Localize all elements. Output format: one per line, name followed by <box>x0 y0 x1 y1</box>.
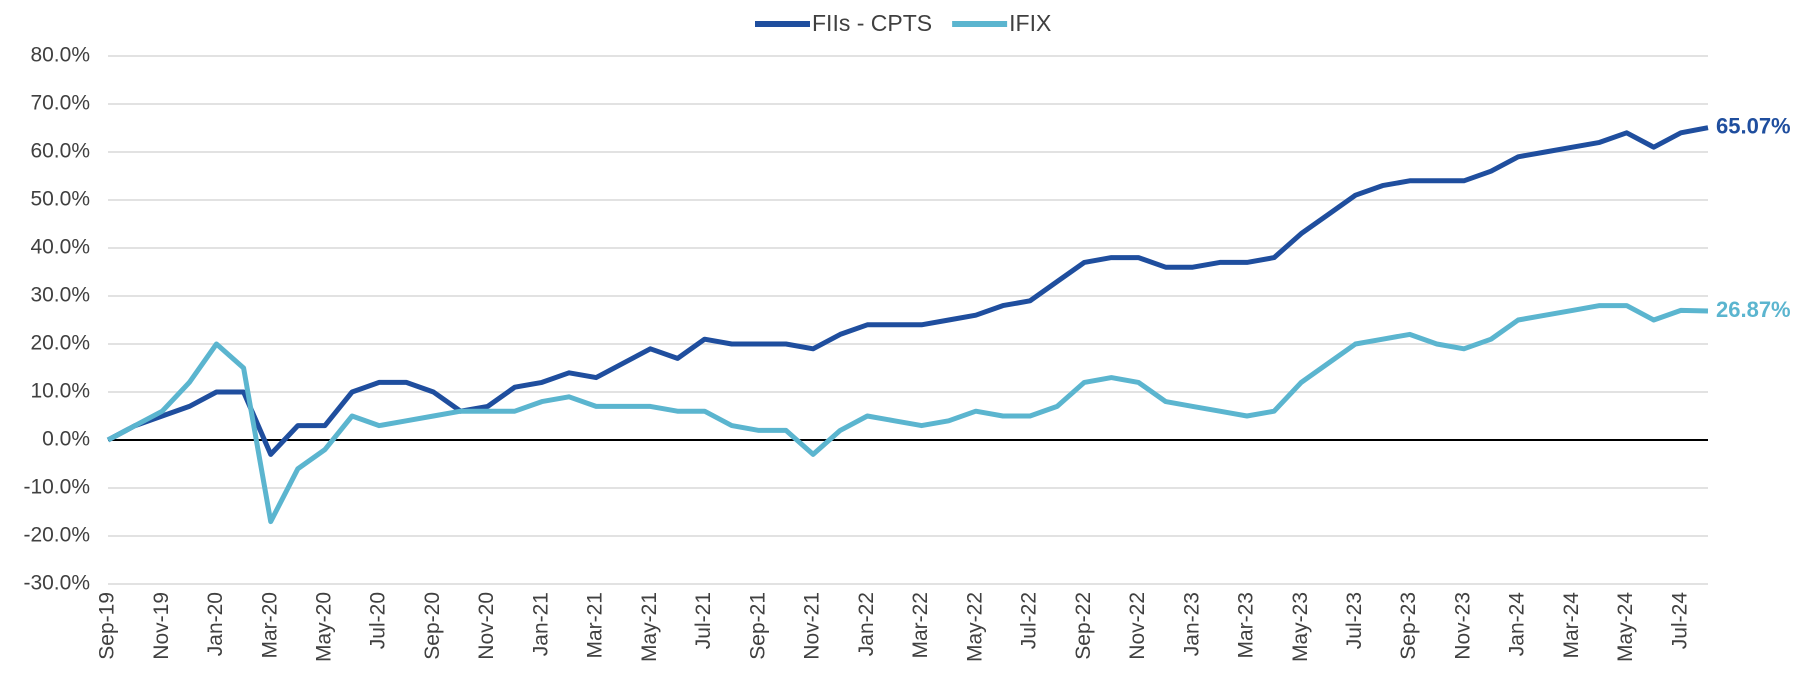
y-tick-label: 80.0% <box>30 44 90 67</box>
y-tick-label: 70.0% <box>30 92 90 115</box>
x-tick-label: Mar-23 <box>1235 592 1258 659</box>
x-tick-label: May-23 <box>1289 592 1312 662</box>
y-tick-label: -10.0% <box>23 476 90 499</box>
x-tick-label: Nov-23 <box>1451 592 1474 660</box>
legend-label: FIIs - CPTS <box>812 10 932 36</box>
x-tick-label: Mar-24 <box>1560 592 1583 659</box>
x-tick-label: Nov-21 <box>801 592 824 660</box>
x-tick-label: Jan-23 <box>1180 592 1203 656</box>
x-tick-label: Nov-20 <box>475 592 498 660</box>
legend-label: IFIX <box>1009 10 1051 36</box>
x-tick-label: Jan-21 <box>529 592 552 656</box>
y-tick-label: 20.0% <box>30 332 90 355</box>
x-tick-label: Sep-23 <box>1397 592 1420 660</box>
x-tick-label: Jan-20 <box>204 592 227 656</box>
x-tick-label: Nov-22 <box>1126 592 1149 660</box>
value-label: 26.87% <box>1716 297 1791 322</box>
y-tick-label: 60.0% <box>30 140 90 163</box>
x-tick-label: May-22 <box>963 592 986 662</box>
x-tick-label: May-21 <box>638 592 661 662</box>
x-tick-label: Nov-19 <box>150 592 173 660</box>
x-tick-label: Jul-21 <box>692 592 715 649</box>
y-tick-label: 50.0% <box>30 188 90 211</box>
x-tick-label: Sep-19 <box>96 592 119 660</box>
x-tick-label: Sep-21 <box>746 592 769 660</box>
x-tick-label: Mar-21 <box>584 592 607 659</box>
x-tick-label: Sep-22 <box>1072 592 1095 660</box>
series-line <box>106 303 1709 525</box>
y-tick-label: -20.0% <box>23 524 90 547</box>
x-tick-label: Jul-20 <box>367 592 390 649</box>
y-tick-label: 40.0% <box>30 236 90 259</box>
y-tick-label: 0.0% <box>42 428 90 451</box>
x-tick-label: Jan-22 <box>855 592 878 656</box>
x-tick-label: May-20 <box>312 592 335 662</box>
x-tick-label: Mar-20 <box>258 592 281 659</box>
series-line <box>106 125 1709 457</box>
x-tick-label: Jul-22 <box>1018 592 1041 649</box>
y-tick-label: 10.0% <box>30 380 90 403</box>
x-tick-label: May-24 <box>1614 592 1637 662</box>
x-tick-label: Jul-24 <box>1668 592 1691 650</box>
y-tick-label: -30.0% <box>23 572 90 595</box>
x-tick-label: Sep-20 <box>421 592 444 660</box>
value-label: 65.07% <box>1716 113 1791 138</box>
x-tick-label: Mar-22 <box>909 592 932 659</box>
y-tick-label: 30.0% <box>30 284 90 307</box>
x-tick-label: Jul-23 <box>1343 592 1366 649</box>
x-tick-label: Jan-24 <box>1506 592 1529 657</box>
